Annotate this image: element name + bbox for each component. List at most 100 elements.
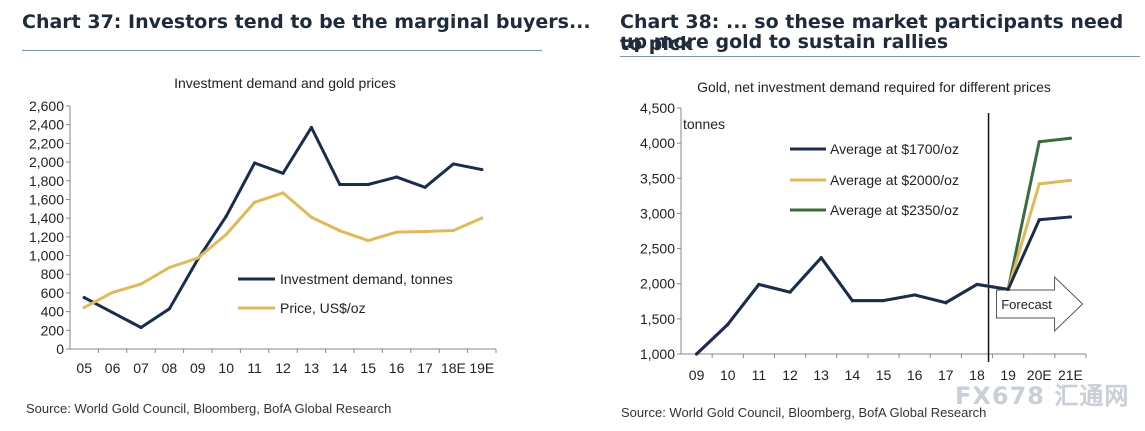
chart37-source: Source: World Gold Council, Bloomberg, B… — [26, 401, 392, 416]
chart37-data-point — [281, 191, 285, 195]
chart37-plot: Investment demand and gold prices 0 200 400… — [29, 75, 497, 376]
chart38-x-tick-label: 20E — [1027, 367, 1052, 383]
chart38-x-tick-label: 21E — [1058, 367, 1083, 383]
chart37-data-point — [451, 162, 455, 166]
chart37-legend-label-1: Investment demand, tonnes — [280, 271, 453, 287]
chart37-heading-rule — [22, 50, 542, 51]
chart38-data-point — [850, 298, 854, 303]
chart38-data-point — [913, 293, 917, 297]
chart37-legend-label-2: Price, US$/oz — [280, 300, 366, 316]
chart37-series-line-2 — [83, 191, 483, 309]
chart38-x-tick-label: 15 — [876, 367, 892, 383]
chart38-y-tick-label: 4,000 — [640, 135, 675, 151]
chart37-y-tick-label: 600 — [41, 285, 65, 301]
chart37-x-tick-label: 05 — [76, 360, 92, 376]
chart38-x-tick-label: 16 — [907, 367, 923, 383]
chart37-x-tick-label: 11 — [247, 360, 262, 376]
chart37-y-tick-label: 1,400 — [29, 210, 64, 226]
chart37-title: Investment demand and gold prices — [174, 75, 396, 91]
chart38-source: Source: World Gold Council, Bloomberg, B… — [621, 405, 987, 420]
chart38-legend-label-1: Average at $1700/oz — [830, 141, 959, 157]
chart38-data-point — [1037, 182, 1041, 186]
chart37-data-point — [224, 214, 228, 218]
chart37-x-tick-label: 09 — [190, 360, 206, 376]
chart38-data-point — [1037, 140, 1041, 144]
chart37-y-tick-label: 400 — [41, 304, 65, 320]
chart38-data-point — [819, 256, 823, 260]
chart37-data-point — [366, 182, 370, 187]
chart37-data-point — [423, 185, 427, 189]
chart37-y-tick-label: 200 — [41, 322, 65, 338]
chart37-y-tick-label: 1,800 — [29, 173, 64, 189]
chart38-x-tick-label: 10 — [720, 367, 736, 383]
chart38-data-point — [1037, 218, 1041, 222]
chart38-y-tick-label: 1,000 — [640, 346, 675, 362]
chart37-data-point — [111, 290, 115, 295]
chart38-data-point — [1068, 215, 1073, 219]
chart37-data-point — [480, 216, 484, 220]
chart37-y-tick-label: 0 — [56, 341, 64, 357]
chart38-data-point — [1068, 178, 1073, 182]
chart38-data-point — [694, 352, 699, 356]
chart38-data-point — [757, 282, 761, 287]
chart38-y-tick-label: 3,500 — [640, 170, 675, 186]
chart37-x-tick-label: 10 — [218, 360, 234, 376]
chart38-x-tick-label: 17 — [938, 367, 954, 383]
chart37-y-tick-label: 1,600 — [29, 191, 64, 207]
chart37-data-point — [366, 238, 370, 243]
chart38-data-point — [881, 298, 886, 303]
chart38-series-line-3 — [695, 136, 1071, 356]
chart38-y-tick-label: 4,500 — [640, 100, 675, 116]
chart38-y-tick-label: 2,000 — [640, 276, 675, 292]
chart38-x-tick-label: 19 — [1000, 367, 1016, 383]
chart38-data-point — [975, 282, 979, 287]
chart38-forecast-arrow — [996, 275, 1084, 333]
chart38-heading-line1: Chart 38: ... so these market participan… — [620, 11, 1124, 55]
chart38-x-tick-label: 13 — [813, 367, 829, 383]
chart37-x-tick-label: 08 — [162, 360, 178, 376]
chart37-data-point — [281, 171, 285, 175]
chart37-data-point — [82, 295, 86, 300]
chart37-data-point — [139, 325, 143, 330]
chart38-x-tick-label: 18 — [969, 367, 985, 383]
chart37-data-point — [338, 229, 342, 233]
chart37-x-tick-label: 06 — [105, 360, 121, 376]
chart37-y-tick-label: 2,200 — [29, 135, 64, 151]
chart37-y-tick-label: 2,400 — [29, 117, 64, 133]
chart38-plot: Gold, net investment demand required for… — [640, 79, 1087, 383]
chart37-data-point — [309, 125, 313, 130]
chart37-data-point — [167, 307, 171, 311]
chart37-x-tick-label: 14 — [332, 360, 348, 376]
fx678-watermark: FX678 汇通网 — [955, 382, 1130, 410]
chart37-x-tick-label: 16 — [389, 360, 405, 376]
chart37-heading: Chart 37: Investors tend to be the margi… — [22, 11, 591, 33]
chart38-data-point — [726, 322, 730, 327]
chart37-x-tick-label: 13 — [304, 360, 320, 376]
chart37-data-point — [309, 215, 313, 219]
chart38-y-tick-label: 2,500 — [640, 241, 675, 257]
chart37-y-tick-label: 2,600 — [29, 98, 64, 114]
chart38-legend-label-2: Average at $2000/oz — [830, 172, 959, 188]
chart37-data-point — [423, 229, 427, 234]
chart37-data-point — [82, 305, 86, 310]
chart38-forecast-label: Forecast — [1001, 297, 1052, 312]
chart38-data-point — [1006, 287, 1010, 291]
chart37-x-tick-label: 19E — [469, 360, 494, 376]
chart37-x-tick-label: 12 — [275, 360, 291, 376]
chart38-data-point — [788, 290, 792, 294]
chart37-data-point — [253, 200, 257, 204]
chart38-y-tick-label: 1,500 — [640, 311, 675, 327]
chart37-data-point — [139, 282, 143, 286]
chart37-x-tick-label: 15 — [360, 360, 376, 376]
chart38-x-tick-label: 14 — [845, 367, 861, 383]
chart38-title: Gold, net investment demand required for… — [697, 79, 1051, 95]
chart38-x-tick-label: 09 — [689, 367, 705, 383]
chart38-heading-rule — [620, 56, 1140, 57]
chart37-data-point — [196, 256, 200, 260]
chart38-data-point — [944, 301, 948, 305]
chart38-y-tick-label: 3,000 — [640, 205, 675, 221]
chart37-y-tick-label: 2,000 — [29, 154, 64, 170]
chart37-data-point — [167, 265, 171, 270]
chart37-data-point — [338, 182, 342, 187]
